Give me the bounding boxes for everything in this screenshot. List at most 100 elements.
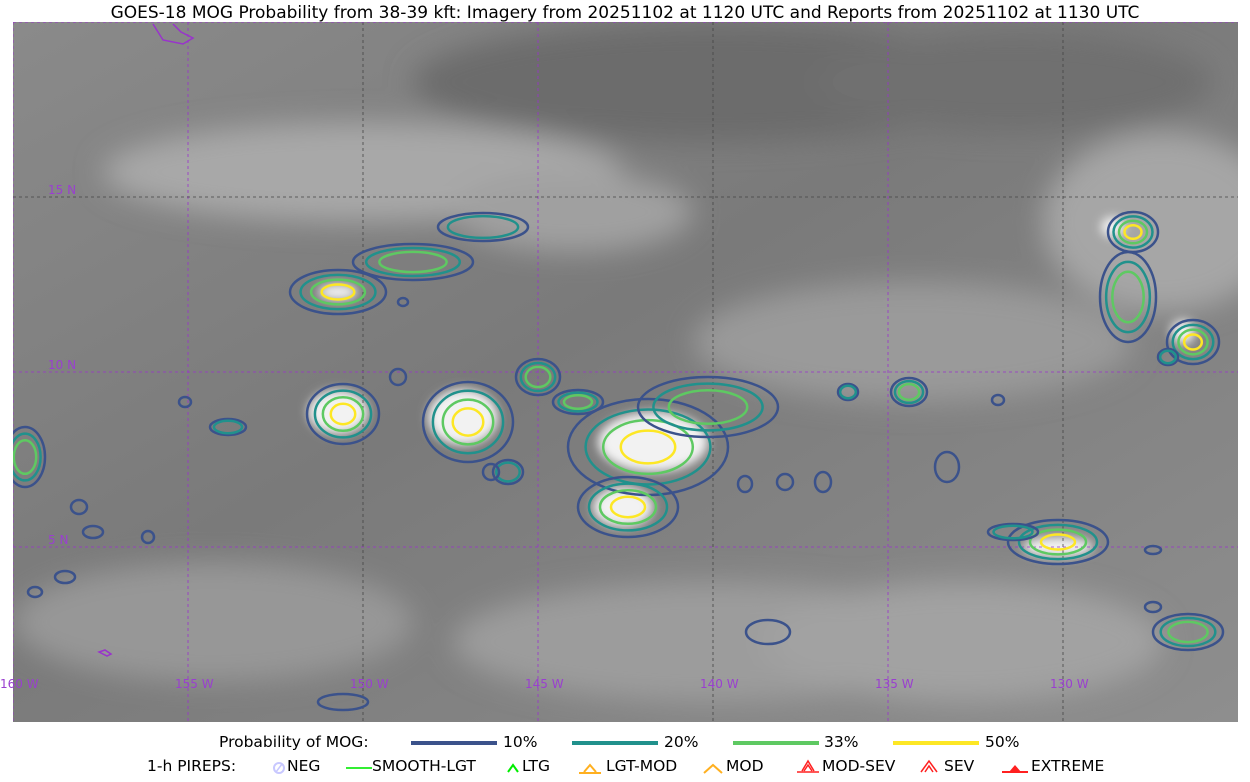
mog-contour-10%	[1143, 600, 1163, 614]
double-caret-icon	[920, 759, 938, 773]
map-canvas	[3, 21, 1250, 722]
mog-contour-33%	[321, 395, 365, 433]
mog-contour-50%	[1123, 223, 1143, 241]
pirep-extreme-label: EXTREME	[1031, 757, 1105, 775]
mog-10-label: 10%	[503, 733, 538, 751]
mog-contour-10%	[1098, 250, 1158, 344]
mog-contour-group	[836, 382, 860, 402]
cloud-texture	[763, 582, 1163, 702]
mog-contour-10%	[744, 618, 792, 646]
mog-contour-50%	[329, 402, 357, 426]
pirep-legend-title: 1-h PIREPS:	[147, 757, 237, 775]
mog-contour-group	[1106, 210, 1160, 254]
mog-contour-50%	[609, 495, 647, 519]
mog-contour-20%	[212, 419, 244, 435]
mog-50-label: 50%	[985, 733, 1020, 751]
mog-contour-10%	[53, 569, 77, 585]
mog-contour-10%	[69, 498, 89, 516]
mog-contour-20%	[446, 214, 520, 240]
longitude-label: 140 W	[700, 677, 739, 691]
mog-contour-group	[208, 417, 248, 437]
pirep-legend: 1-h PIREPS: NEG SMOOTH-LGT LTG LGT-MOD M…	[0, 757, 1250, 777]
mog-contour-group	[1165, 318, 1221, 366]
latitude-label: 5 N	[48, 533, 69, 547]
mog-contour-group	[736, 474, 754, 494]
mog-contour-33%	[1111, 270, 1145, 324]
mog-33-label: 33%	[824, 733, 859, 751]
mog-contour-20%	[1171, 323, 1215, 361]
mog-contour-20%	[992, 524, 1034, 540]
mog-contour-10%	[305, 382, 381, 446]
mog-contour-group	[1156, 347, 1180, 367]
satellite-map: 160 W 155 W 150 W 145 W 140 W 135 W 130 W 15 N 1…	[0, 21, 1250, 722]
mog-contour-10%	[26, 585, 44, 599]
cloud-texture	[813, 32, 1213, 132]
mog-contour-group	[388, 367, 408, 387]
mog-contour-20%	[1158, 349, 1178, 365]
mog-contour-10%	[889, 376, 929, 408]
mog-contour-group	[986, 522, 1040, 542]
mog-contour-10%	[986, 522, 1040, 542]
mog-contour-10%	[636, 375, 780, 439]
latitude-label: 15 N	[48, 183, 77, 197]
mog-contour-group	[305, 382, 381, 446]
mog-contour-20%	[519, 361, 557, 393]
mog-legend-title: Probability of MOG:	[219, 733, 369, 751]
mog-contour-group	[140, 529, 156, 545]
filled-triangle-icon	[1002, 765, 1028, 773]
mog-contour-20%	[652, 382, 764, 432]
mog-contour-20%	[299, 273, 377, 311]
coastline-island	[97, 649, 113, 657]
mog-contour-10%	[208, 417, 248, 437]
longitude-label: 130 W	[1050, 677, 1089, 691]
mog-contour-50%	[451, 407, 485, 437]
mog-contour-group	[576, 475, 680, 539]
mog-contour-50%	[619, 429, 677, 465]
caret-icon	[703, 763, 723, 774]
pirep-ltg-label: LTG	[522, 757, 550, 775]
mog-contour-10%	[576, 475, 680, 539]
map-title: GOES-18 MOG Probability from 38-39 kft: …	[110, 3, 1140, 23]
mog-contour-33%	[1177, 328, 1209, 356]
mog-contour-33%	[601, 418, 695, 476]
mog-contour-20%	[364, 246, 462, 278]
mog-contour-10%	[421, 380, 515, 464]
mog-contour-10%	[813, 470, 833, 494]
mog-contour-33%	[524, 365, 552, 389]
mog-contour-33%	[441, 398, 495, 446]
mog-33-swatch	[733, 741, 819, 745]
mog-contour-50%	[320, 283, 356, 301]
mog-contour-20%	[431, 389, 505, 455]
bright-cloud	[308, 390, 368, 434]
pirep-mod-label: MOD	[726, 757, 764, 775]
mog-contour-10%	[1151, 612, 1225, 652]
mog-contour-20%	[557, 391, 599, 413]
mog-contour-group	[933, 450, 961, 484]
mog-contour-20%	[838, 384, 858, 400]
longitude-label: 155 W	[175, 677, 214, 691]
caret-icon	[507, 763, 519, 773]
caret-bar-icon	[579, 763, 601, 774]
longitude-label: 160 W	[0, 677, 39, 691]
mog-contour-group	[177, 395, 193, 409]
mog-legend: Probability of MOG: 10% 20% 33% 50%	[0, 733, 1250, 753]
longitude-label: 145 W	[525, 677, 564, 691]
mog-contour-50%	[1039, 533, 1077, 551]
mog-contour-10%	[933, 450, 961, 484]
mog-contour-10%	[388, 367, 408, 387]
mog-contour-10%	[990, 393, 1006, 407]
mog-contour-10%	[514, 357, 562, 397]
mog-contour-33%	[309, 278, 367, 306]
bright-cloud	[593, 487, 653, 527]
longitude-label: 135 W	[875, 677, 914, 691]
mog-contour-10%	[140, 529, 156, 545]
mog-contour-33%	[1028, 528, 1088, 556]
mog-contour-group	[636, 375, 780, 439]
mog-contour-group	[53, 569, 77, 585]
longitude-label: 150 W	[350, 677, 389, 691]
mog-contour-group	[81, 524, 105, 540]
pirep-lgt-mod-label: LGT-MOD	[606, 757, 678, 775]
mog-contour-20%	[1104, 260, 1152, 334]
line-icon	[346, 767, 372, 769]
bright-cloud	[318, 284, 358, 300]
